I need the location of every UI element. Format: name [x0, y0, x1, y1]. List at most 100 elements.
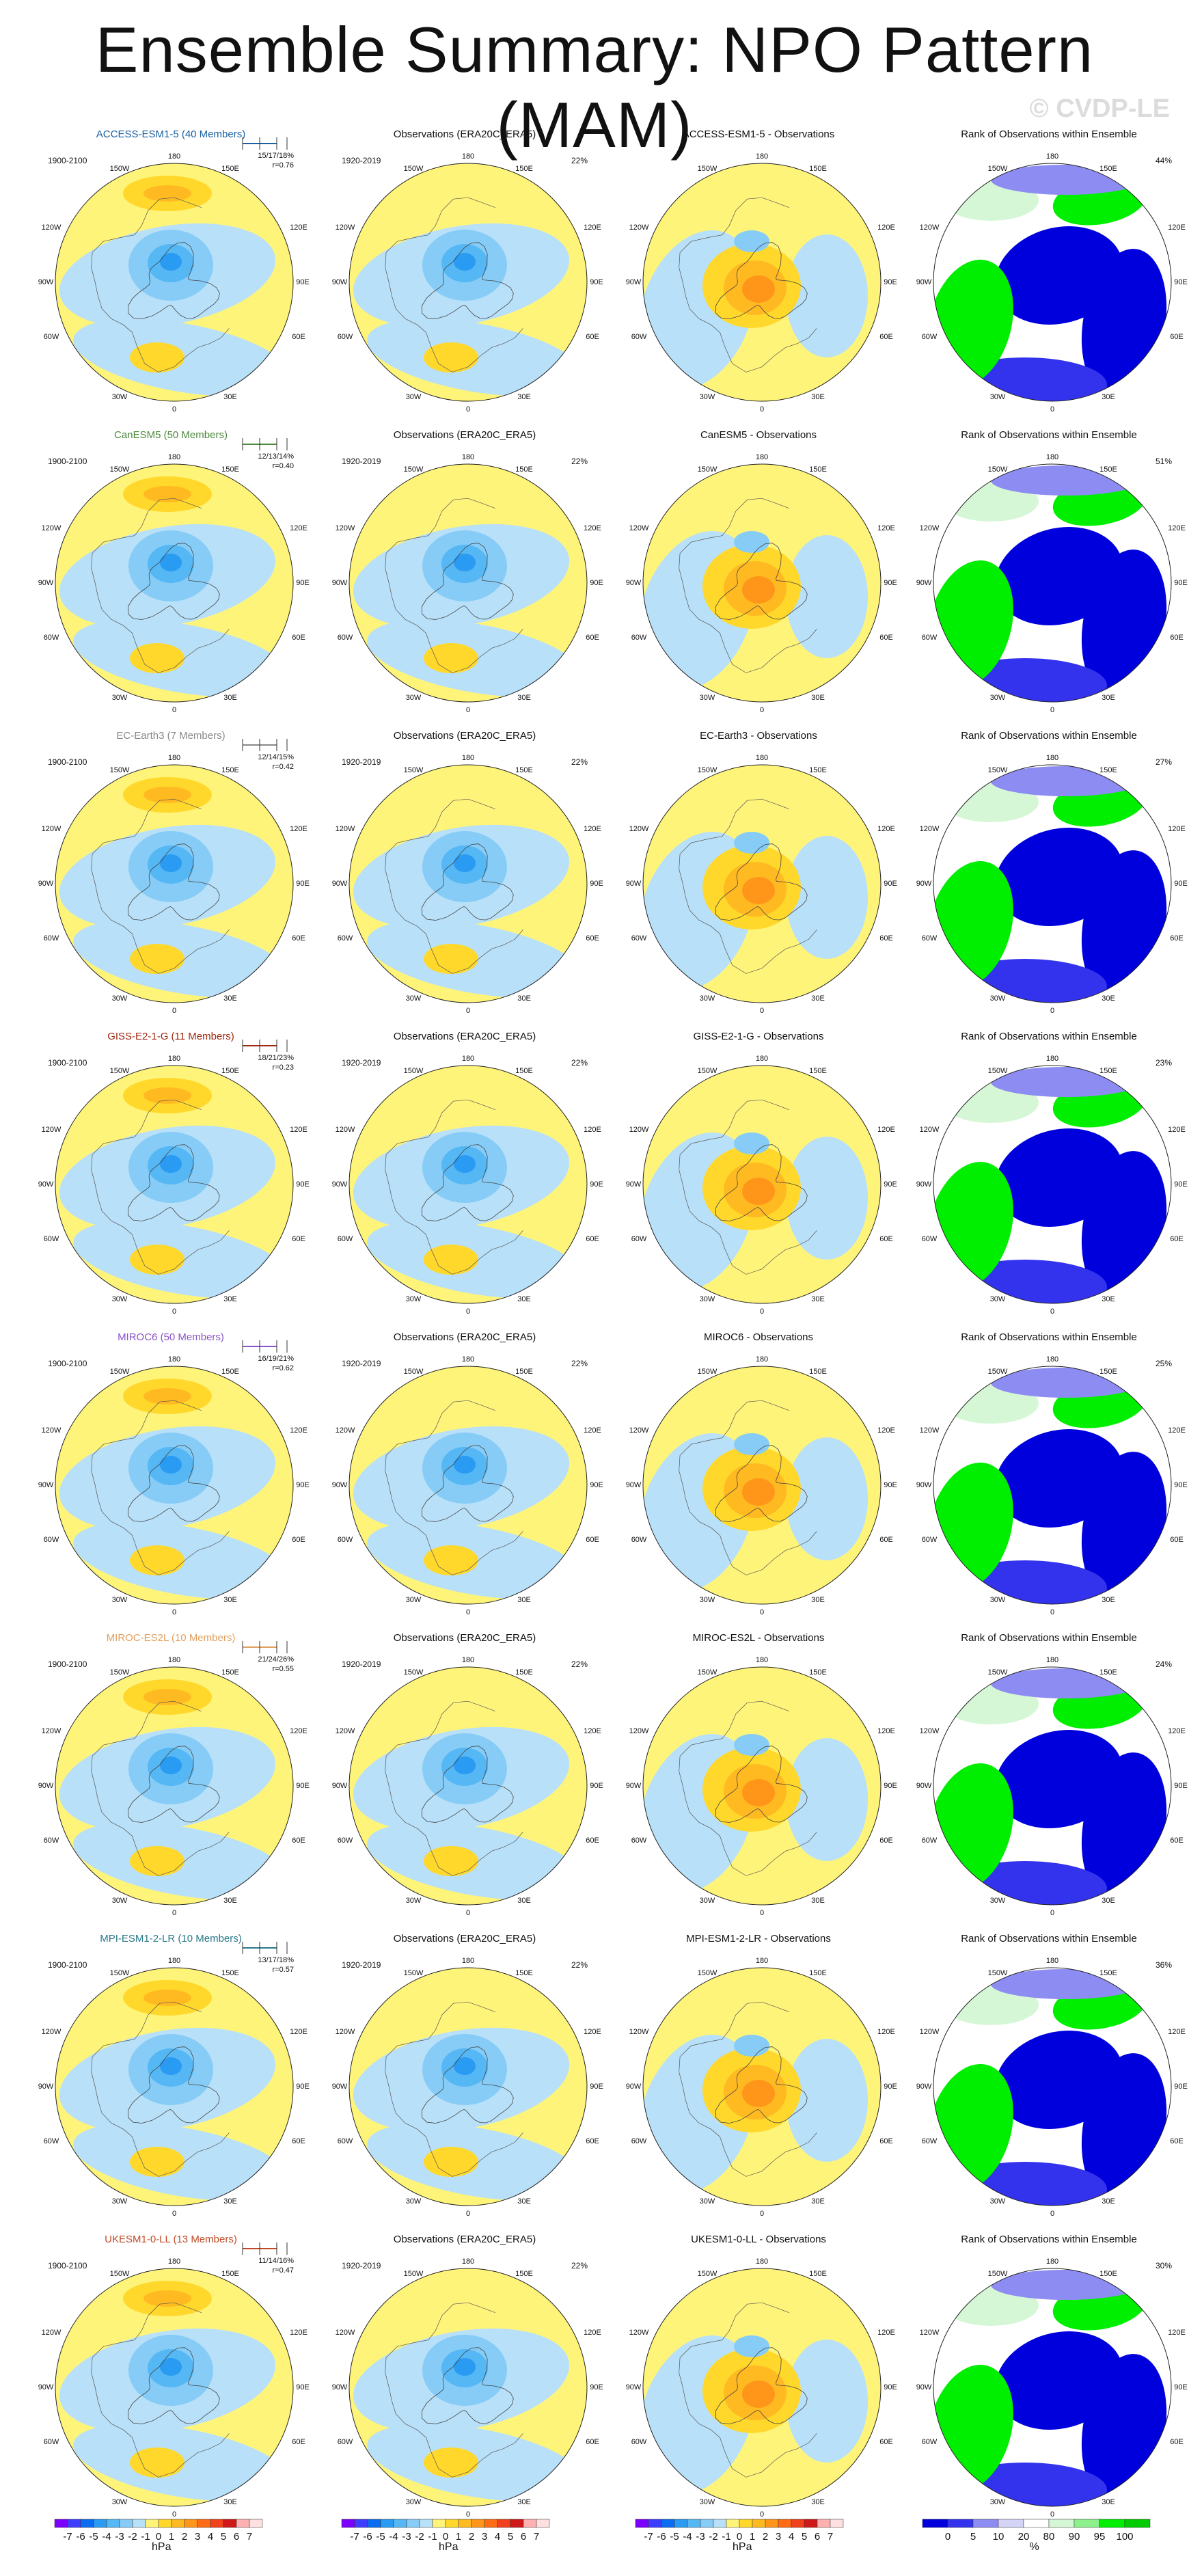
slp-difference-negative — [786, 836, 868, 959]
rank-map — [933, 163, 1172, 402]
colorbar-tick-label: -2 — [709, 2531, 718, 2543]
longitude-label: 180 — [167, 152, 181, 161]
longitude-label: 90E — [1174, 278, 1188, 286]
longitude-label: 90W — [38, 278, 54, 286]
longitude-label: 120W — [919, 2028, 940, 2036]
longitude-label: 0 — [465, 1007, 471, 1015]
longitude-label: 60W — [921, 2438, 938, 2446]
obs-map — [348, 1366, 588, 1605]
colorbar-swatch — [1099, 2519, 1125, 2528]
longitude-label: 30E — [223, 1596, 237, 1604]
coastline — [715, 543, 808, 620]
longitude-label: 60W — [43, 1536, 59, 1544]
longitude-label: 120W — [41, 825, 62, 833]
slp-anomaly-positive — [144, 1388, 191, 1405]
pct-explained: 18/21/23% — [258, 1054, 294, 1062]
colorbar-tick-label: 4 — [495, 2531, 500, 2543]
model-panel: 180 0 150W 150E 120W 120E 90W 90E 60W 60E 30W 30E AC… — [38, 128, 310, 416]
longitude-label: 30E — [223, 2498, 237, 2506]
longitude-label: 90E — [590, 2083, 603, 2091]
longitude-label: 0 — [172, 2510, 177, 2519]
period-label: 1900-2100 — [48, 156, 87, 165]
longitude-label: 180 — [461, 2258, 475, 2266]
longitude-label: 120E — [877, 825, 895, 833]
longitude-label: 150E — [515, 1368, 533, 1376]
rank-panel: 180 0 150W 150E 120W 120E 90W 90E 60W 60E 30W 30E Ra… — [916, 429, 1188, 716]
rank-region-low — [991, 165, 1141, 195]
longitude-label: 30W — [699, 994, 715, 1003]
colorbar-units: hPa — [733, 2541, 752, 2553]
slp-anomaly-positive — [144, 185, 191, 202]
longitude-label: 90E — [884, 2383, 897, 2391]
longitude-label: 120W — [335, 223, 355, 232]
colorbar-tick-label: 0 — [443, 2531, 448, 2543]
longitude-label: 150W — [987, 766, 1008, 774]
colorbar-swatch — [406, 2519, 420, 2528]
longitude-label: 150E — [809, 1668, 827, 1677]
colorbar-swatches: -7 -6 -5 -4 -3 -2 -1 0 1 2 3 4 5 6 7 — [341, 2519, 550, 2543]
longitude-label: 180 — [1046, 754, 1059, 762]
rank-percent: 24% — [1155, 1659, 1172, 1669]
longitude-label: 60E — [292, 1836, 305, 1845]
colorbar-tick-label: -6 — [76, 2531, 85, 2543]
colorbar-swatch — [341, 2519, 355, 2528]
longitude-label: 180 — [755, 1957, 769, 1965]
model-panel: 180 0 150W 150E 120W 120E 90W 90E 60W 60E 30W 30E Ca… — [38, 429, 310, 716]
panel-title: Observations (ERA20C_ERA5) — [393, 1933, 536, 1944]
longitude-label: 120W — [335, 2329, 355, 2337]
longitude-label: 60W — [43, 2137, 59, 2145]
coastline — [715, 1144, 808, 1221]
slp-anomaly-positive — [424, 643, 478, 673]
colorbar-swatch — [778, 2519, 792, 2528]
longitude-label: 30E — [223, 1295, 237, 1303]
slp-anomaly-negative — [160, 1155, 182, 1173]
longitude-label: 30W — [111, 1295, 128, 1303]
rank-map — [933, 463, 1172, 703]
longitude-label: 150W — [697, 1668, 718, 1677]
slp-difference-negative — [786, 2340, 868, 2463]
slp-anomaly-positive — [130, 1245, 184, 1275]
pct-explained: 15/17/18% — [258, 152, 294, 160]
longitude-label: 120W — [919, 223, 940, 232]
longitude-label: 30E — [1102, 2197, 1115, 2206]
longitude-label: 120W — [919, 1727, 940, 1735]
coastline — [91, 1099, 230, 1275]
model-panel: 180 0 150W 150E 120W 120E 90W 90E 60W 60E 30W 30E UK… — [38, 2234, 310, 2521]
longitude-label: 120E — [290, 223, 308, 232]
coastline — [127, 1445, 220, 1522]
longitude-label: 60E — [879, 934, 893, 943]
slp-difference-positive — [742, 275, 775, 303]
pattern-correlation: r=0.55 — [272, 1665, 295, 1673]
longitude-label: 30E — [517, 1596, 531, 1604]
pct-explained: 22% — [571, 1058, 588, 1068]
colorbar-swatch — [739, 2519, 753, 2528]
longitude-label: 90W — [916, 278, 932, 286]
longitude-label: 150W — [403, 165, 424, 173]
longitude-label: 120W — [41, 223, 62, 232]
period-label: 1900-2100 — [48, 1659, 87, 1669]
longitude-label: 90E — [1174, 579, 1188, 587]
longitude-label: 0 — [759, 1608, 765, 1616]
period-label: 1900-2100 — [48, 757, 87, 767]
coastline — [127, 1144, 220, 1221]
longitude-label: 60E — [586, 1235, 599, 1243]
slp-anomaly-positive — [130, 2147, 184, 2177]
pct-explained: 22% — [571, 1659, 588, 1669]
longitude-label: 150W — [109, 1668, 130, 1677]
longitude-label: 180 — [1046, 1656, 1059, 1664]
longitude-label: 120E — [290, 1126, 308, 1134]
longitude-label: 30E — [1102, 994, 1115, 1003]
rank-map — [933, 1065, 1172, 1304]
model-map — [55, 2268, 294, 2507]
rank-percent: 27% — [1155, 757, 1172, 767]
longitude-label: 180 — [167, 453, 181, 461]
panel-title: MPI-ESM1-2-LR - Observations — [686, 1933, 831, 1944]
longitude-label: 120E — [290, 2329, 308, 2337]
slp-anomaly-negative — [454, 2057, 476, 2075]
panel-title: MIROC-ES2L (10 Members) — [106, 1632, 236, 1644]
longitude-label: 90E — [884, 880, 897, 888]
colorbar-tick-label: -6 — [657, 2531, 666, 2543]
longitude-label: 60W — [337, 2137, 353, 2145]
coastline — [679, 798, 817, 974]
longitude-label: 150E — [1099, 1067, 1117, 1075]
